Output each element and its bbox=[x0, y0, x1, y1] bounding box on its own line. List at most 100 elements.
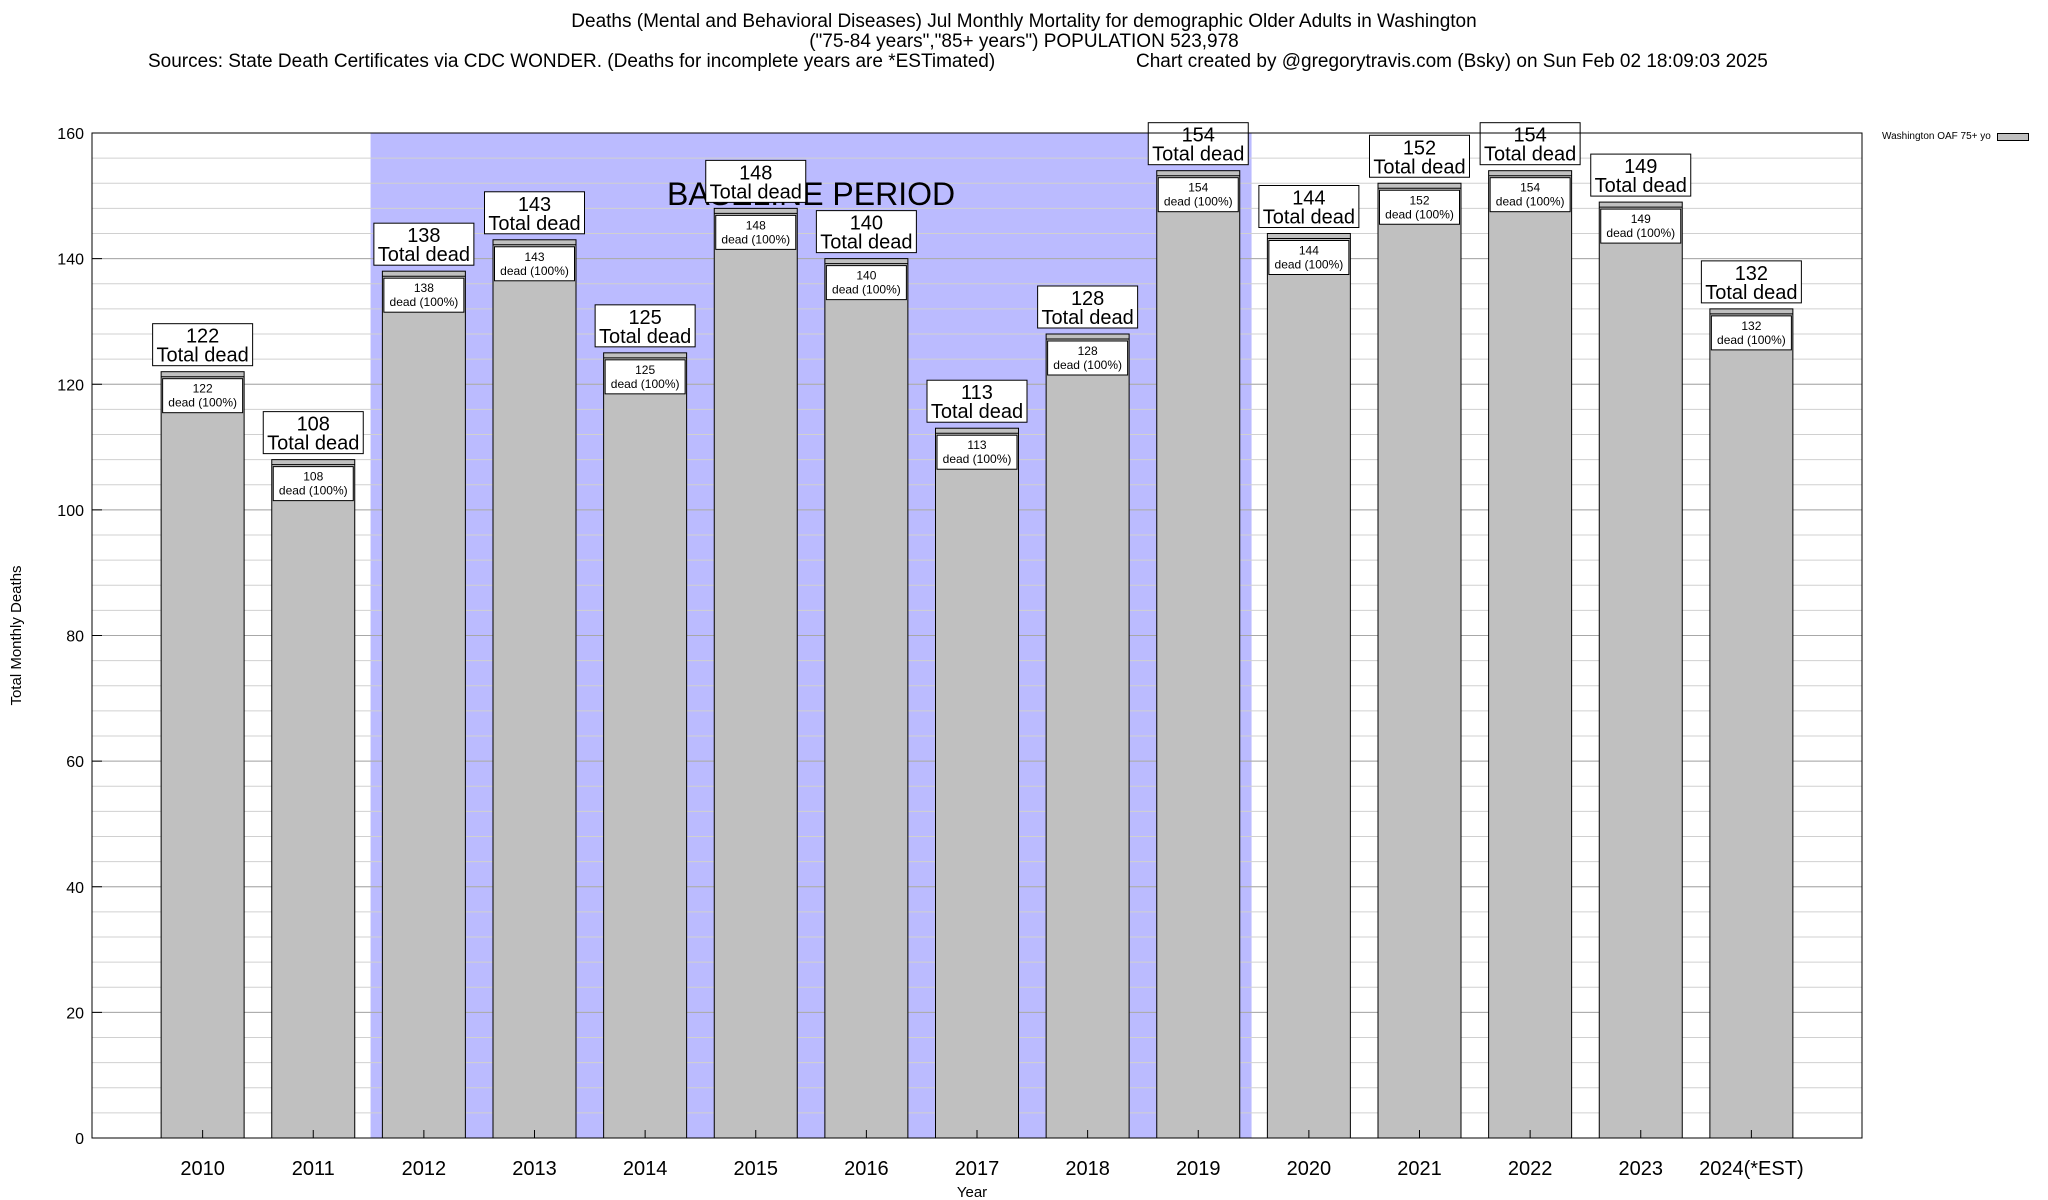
bar-top-label-box bbox=[1590, 153, 1692, 197]
y-tick-label: 80 bbox=[66, 629, 84, 646]
bar-inner-value: 113 bbox=[967, 438, 986, 452]
bar-inner-label: dead (100%) bbox=[168, 396, 237, 410]
bar-top-label: Total dead bbox=[1705, 282, 1797, 304]
x-axis-label: Year bbox=[957, 1184, 987, 1200]
x-tick-label: 2020 bbox=[1287, 1158, 1332, 1180]
bar-top-label: Total dead bbox=[599, 326, 691, 348]
bar-top-label-box bbox=[1147, 122, 1249, 166]
x-tick-label: 2023 bbox=[1619, 1158, 1664, 1180]
bar-inner-value: 140 bbox=[856, 269, 876, 283]
y-tick-label: 40 bbox=[66, 880, 84, 897]
bar-inner-label: dead (100%) bbox=[279, 484, 348, 498]
y-tick-label: 100 bbox=[57, 503, 84, 520]
bar-inner-value: 108 bbox=[303, 470, 323, 484]
bar-inner-label: dead (100%) bbox=[943, 452, 1012, 466]
bar-inner-value: 144 bbox=[1299, 244, 1319, 258]
bar bbox=[824, 258, 909, 1139]
bar-top-label-box bbox=[1369, 134, 1470, 178]
bar-inner-value: 132 bbox=[1741, 319, 1761, 333]
bar-inner-label-box bbox=[1268, 240, 1350, 275]
plot-frame bbox=[91, 132, 1863, 1139]
bar-top-label-box bbox=[373, 222, 475, 266]
x-tick-label: 2013 bbox=[512, 1158, 557, 1180]
bar-top-label: Total dead bbox=[156, 345, 248, 367]
bar-inner-value: 125 bbox=[635, 363, 655, 377]
x-tick-label: 2022 bbox=[1508, 1158, 1553, 1180]
bar-top-label-box bbox=[926, 379, 1028, 423]
x-tick-label: 2011 bbox=[292, 1158, 335, 1180]
bar-inner-label: dead (100%) bbox=[832, 283, 901, 297]
x-tick-label: 2021 bbox=[1397, 1158, 1442, 1180]
legend: Washington OAF 75+ yo bbox=[1882, 131, 2029, 142]
bar-top-label-box bbox=[594, 304, 696, 348]
bar-inner-label-box bbox=[1600, 208, 1682, 244]
bar-top-label-box bbox=[1479, 122, 1581, 166]
bar-top-label-box bbox=[705, 159, 807, 203]
bar-top-value: 144 bbox=[1292, 188, 1325, 210]
legend-swatch bbox=[1996, 132, 2029, 141]
y-tick-label: 20 bbox=[66, 1005, 84, 1022]
bar-inner-label: dead (100%) bbox=[1164, 195, 1233, 209]
bar-top-value: 138 bbox=[407, 225, 440, 247]
bar bbox=[1045, 333, 1130, 1139]
bar-inner-value: 149 bbox=[1631, 212, 1651, 226]
bar-top-value: 125 bbox=[628, 307, 661, 329]
bar-top-value: 128 bbox=[1071, 288, 1104, 310]
y-tick-label: 0 bbox=[75, 1131, 84, 1148]
bar-inner-label: dead (100%) bbox=[1275, 258, 1344, 272]
bar-inner-label-box bbox=[1379, 189, 1460, 225]
bar bbox=[1709, 308, 1794, 1139]
bar bbox=[935, 427, 1019, 1139]
bar-top-value: 108 bbox=[297, 414, 330, 436]
bar-inner-label-box bbox=[825, 265, 907, 301]
bar-top-value: 148 bbox=[739, 162, 772, 184]
x-tick-label: 2010 bbox=[180, 1158, 225, 1180]
bar-top-label-box bbox=[1258, 185, 1360, 228]
bar-inner-label: dead (100%) bbox=[1496, 195, 1565, 209]
sources-text: Sources: State Death Certificates via CD… bbox=[148, 51, 996, 72]
bar-inner-label: dead (100%) bbox=[611, 377, 680, 391]
bar bbox=[1598, 201, 1683, 1139]
bar-inner-label: dead (100%) bbox=[500, 264, 569, 278]
bar-inner-label-box bbox=[1710, 315, 1792, 351]
bar-top-label: Total dead bbox=[1595, 175, 1687, 197]
bar-top-value: 154 bbox=[1513, 125, 1546, 147]
bar bbox=[1156, 170, 1241, 1139]
x-tick-label: 2015 bbox=[734, 1158, 779, 1180]
bar-top-label: Total dead bbox=[931, 401, 1023, 423]
bar-top-label-box bbox=[1037, 285, 1139, 329]
bar-inner-label-box bbox=[936, 434, 1018, 470]
bar-inner-label-box bbox=[162, 378, 244, 414]
bar bbox=[160, 371, 245, 1139]
bar bbox=[713, 207, 798, 1139]
bar bbox=[492, 239, 577, 1139]
bar bbox=[381, 270, 466, 1139]
bar-inner-label-box bbox=[715, 214, 797, 250]
bar-top-label: Total dead bbox=[267, 433, 359, 455]
bar-top-label: Total dead bbox=[1484, 144, 1576, 166]
bar-inner-value: 143 bbox=[524, 250, 544, 264]
y-tick-label: 160 bbox=[57, 126, 84, 143]
x-tick-label: 2012 bbox=[402, 1158, 447, 1180]
y-tick-label: 140 bbox=[57, 252, 84, 269]
bar-inner-label-box bbox=[494, 246, 575, 282]
bar bbox=[271, 459, 356, 1139]
bar bbox=[1377, 182, 1462, 1139]
bar-top-value: 152 bbox=[1403, 137, 1436, 159]
bar bbox=[603, 352, 688, 1139]
bar-top-label: Total dead bbox=[488, 213, 580, 235]
bar-top-value: 113 bbox=[961, 382, 993, 404]
legend-label: Washington OAF 75+ yo bbox=[1882, 131, 1991, 142]
bar-top-label: Total dead bbox=[710, 181, 802, 203]
bar-top-label-box bbox=[484, 191, 585, 235]
y-axis-label: Total Monthly Deaths bbox=[8, 565, 25, 705]
x-tick-label: 2018 bbox=[1065, 1158, 1110, 1180]
x-tick-label: 2017 bbox=[955, 1158, 1000, 1180]
bar-inner-label: dead (100%) bbox=[1717, 333, 1786, 347]
y-tick-label: 120 bbox=[57, 377, 84, 394]
bar-top-value: 154 bbox=[1182, 125, 1215, 147]
bar-top-label: Total dead bbox=[1041, 307, 1133, 329]
bar-inner-label-box bbox=[604, 359, 686, 395]
bar-inner-label-box bbox=[1157, 177, 1239, 213]
